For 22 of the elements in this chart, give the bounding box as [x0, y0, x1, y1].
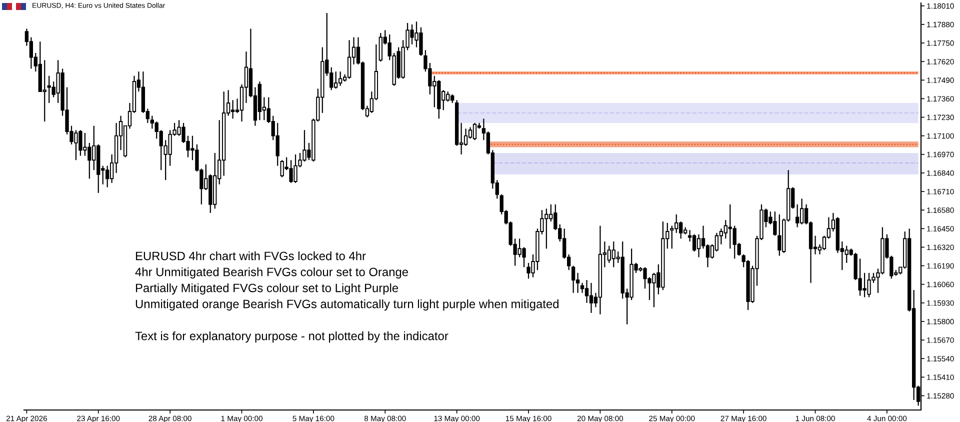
- candlestick: [42, 60, 46, 122]
- candlestick: [276, 122, 280, 166]
- candlestick: [464, 128, 468, 146]
- candlestick: [796, 204, 800, 228]
- candlestick: [472, 122, 477, 141]
- candlestick: [338, 70, 342, 86]
- candlestick: [230, 100, 235, 120]
- annotation: EURUSD 4hr chart with FVGs locked to 4hr: [136, 251, 366, 260]
- annotation: Partially Mitigated FVGs colour set to Light Purple: [136, 283, 398, 295]
- annotation: Text is for explanatory purpose - not plotted by the indicator: [135, 331, 448, 343]
- candlestick: [692, 234, 696, 252]
- candlestick: [589, 282, 594, 314]
- candlestick: [670, 225, 674, 250]
- candlestick: [580, 282, 584, 294]
- candlestick: [800, 198, 804, 225]
- candlestick: [571, 265, 576, 294]
- candlestick: [696, 234, 701, 258]
- candlestick: [584, 279, 589, 304]
- annotation: Unmitigated orange Bearish FVGs automatically turn light purple when mitigated: [136, 299, 558, 311]
- candlestick: [347, 40, 352, 80]
- candlestick: [778, 214, 782, 256]
- annotation: 4hr Unmitigated Bearish FVGs colour set to Orange: [135, 267, 408, 279]
